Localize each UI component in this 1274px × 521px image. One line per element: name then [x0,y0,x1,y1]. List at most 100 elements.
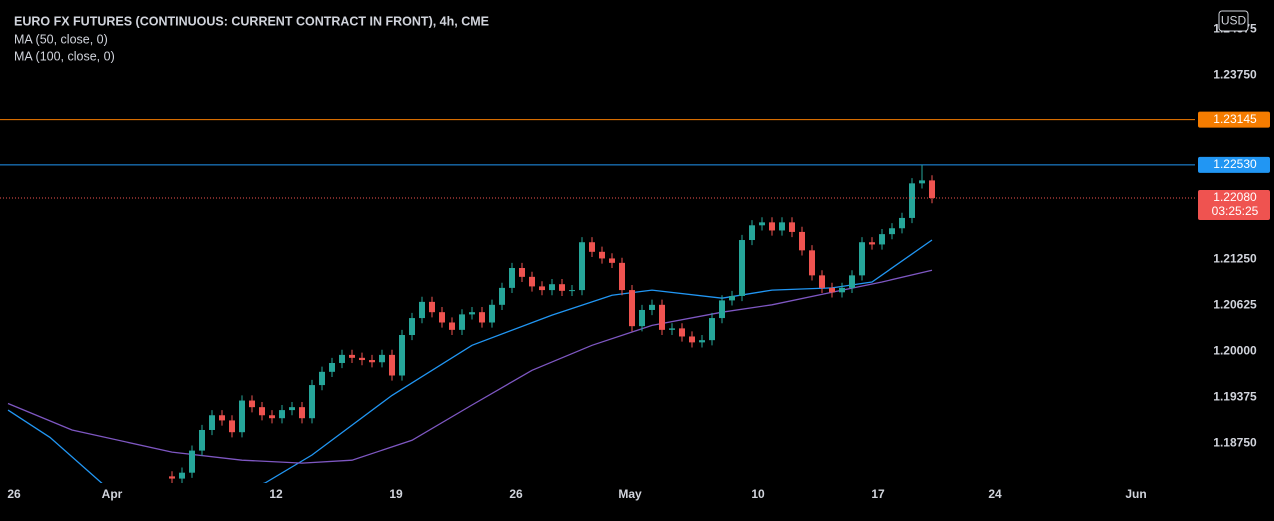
last-price-label: 1.22080 [1213,190,1257,204]
x-tick-label: Apr [102,487,123,501]
candle-body [489,304,495,323]
candle-body [719,300,725,319]
candle-body [379,354,385,363]
candle-body [549,284,555,291]
countdown-label: 03:25:25 [1212,204,1259,218]
candle-body [739,240,745,296]
candle-body [519,268,525,277]
candle-body [809,250,815,276]
candle-body [319,371,325,386]
candle-body [729,295,735,301]
candle-body [669,328,675,330]
candle-body [759,222,765,226]
candle-body [349,354,355,358]
y-tick-label: 1.20000 [1213,343,1257,357]
candle-body [499,287,505,305]
candle-body [469,312,475,315]
candle-body [929,180,935,199]
candle-body [559,284,565,291]
candle-body [609,258,615,263]
axes: 1.243751.237501.212501.206251.200001.193… [7,21,1270,501]
candle-body [179,472,185,479]
candle-body [279,410,285,419]
candle-body [789,222,795,232]
candle-body [889,228,895,235]
candle-body [769,222,775,231]
level-label: 1.23145 [1213,112,1257,126]
candle-body [799,231,805,251]
x-tick-label: 17 [871,487,885,501]
level-label-box [1198,111,1270,128]
candle-body [849,275,855,288]
y-tick-label: 1.20625 [1213,297,1257,311]
candle-body [529,276,535,287]
candle-body [409,318,415,336]
candle-body [339,354,345,363]
candle-body [709,318,715,341]
ma-line [7,239,933,483]
candle-body [329,362,335,372]
level-label-box [1198,156,1270,173]
candle-body [869,242,875,245]
candle-body [919,180,925,184]
x-tick-label: 26 [7,487,21,501]
x-tick-label: 10 [751,487,765,501]
candle-body [859,242,865,276]
candle-body [219,415,225,421]
currency-label[interactable]: USD [1221,14,1247,28]
candle-body [599,251,605,259]
currency-button[interactable]: USD [1218,10,1249,32]
candle-body [819,275,825,288]
candle-body [509,268,515,288]
candle-body [269,415,275,419]
candle-body [389,354,395,376]
y-tick-label: 1.18750 [1213,435,1257,449]
candle-body [589,242,595,252]
candle-body [449,322,455,330]
legend-entry: MA (50, close, 0) [14,32,108,46]
candle-body [229,420,235,433]
candle-body [749,225,755,241]
y-tick-label: 1.19375 [1213,389,1257,403]
y-tick-label: 1.21250 [1213,251,1257,265]
x-tick-label: Jun [1125,487,1146,501]
candle-body [899,217,905,229]
candle-body [259,407,265,416]
x-tick-label: May [618,487,642,501]
candle-body [459,314,465,330]
candle-body [439,312,445,323]
candle-body [839,287,845,293]
candle-body [189,450,195,473]
ma-line [7,269,933,464]
candle-body [779,222,785,231]
candle-body [829,287,835,293]
x-tick-label: 12 [269,487,283,501]
candle-body [569,290,575,292]
candle-body [539,286,545,291]
candle-body [399,335,405,376]
candle-body [689,336,695,343]
candle-body [299,407,305,419]
x-tick-label: 24 [988,487,1002,501]
level-label: 1.22530 [1213,157,1257,171]
candle-body [309,385,315,419]
candle-body [209,415,215,430]
candle-body [199,429,205,451]
candle-body [419,301,425,319]
candle-body [369,360,375,363]
chart-title: EURO FX FUTURES (CONTINUOUS: CURRENT CON… [14,14,489,28]
candle-body [479,312,485,323]
currency-button-frame[interactable] [1218,10,1249,32]
candle-body [289,407,295,411]
candle-body [359,357,365,361]
candle-body [699,340,705,343]
candle-body [649,304,655,310]
candle-body [629,290,635,327]
y-tick-label: 1.23750 [1213,67,1257,81]
candle-body [659,304,665,330]
candle-body [909,183,915,218]
legend-entry: MA (100, close, 0) [14,49,115,63]
candle-body [429,301,435,313]
